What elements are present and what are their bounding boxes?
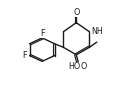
Text: O: O [81, 62, 87, 71]
Text: HO: HO [68, 62, 80, 71]
Text: NH: NH [92, 27, 103, 36]
Text: F: F [40, 29, 45, 38]
Text: F: F [22, 51, 27, 60]
Text: O: O [73, 8, 80, 17]
